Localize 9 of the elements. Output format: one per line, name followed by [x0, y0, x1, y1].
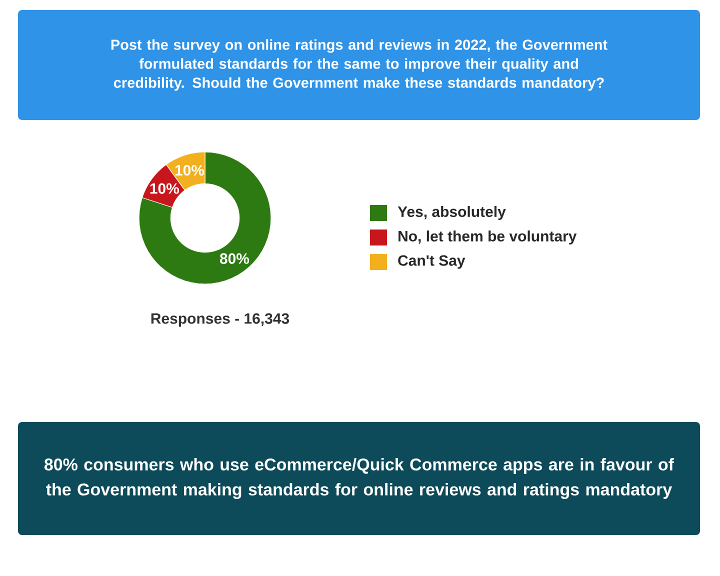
text: 80% consumers who use eCommerce/Quick Commerce apps are in favour of the Government making standards for online reviews and ratings mandatory [44, 458, 674, 499]
data-label: 10% [150, 183, 180, 194]
legend-label: Yes, absolutely [398, 206, 506, 220]
data-label: 80% [220, 253, 250, 264]
chart-title: Post the survey on online ratings and reviews in 2022, the Government formulated standards for the same to improve their quality and credibility. Should the Government make these standards mandatory? [111, 39, 608, 91]
text: Responses - 16,343 [151, 313, 290, 327]
legend-label: Can't Say [398, 255, 466, 269]
data-label: 10% [175, 164, 204, 176]
legend-label: No, let them be voluntary [398, 230, 577, 244]
